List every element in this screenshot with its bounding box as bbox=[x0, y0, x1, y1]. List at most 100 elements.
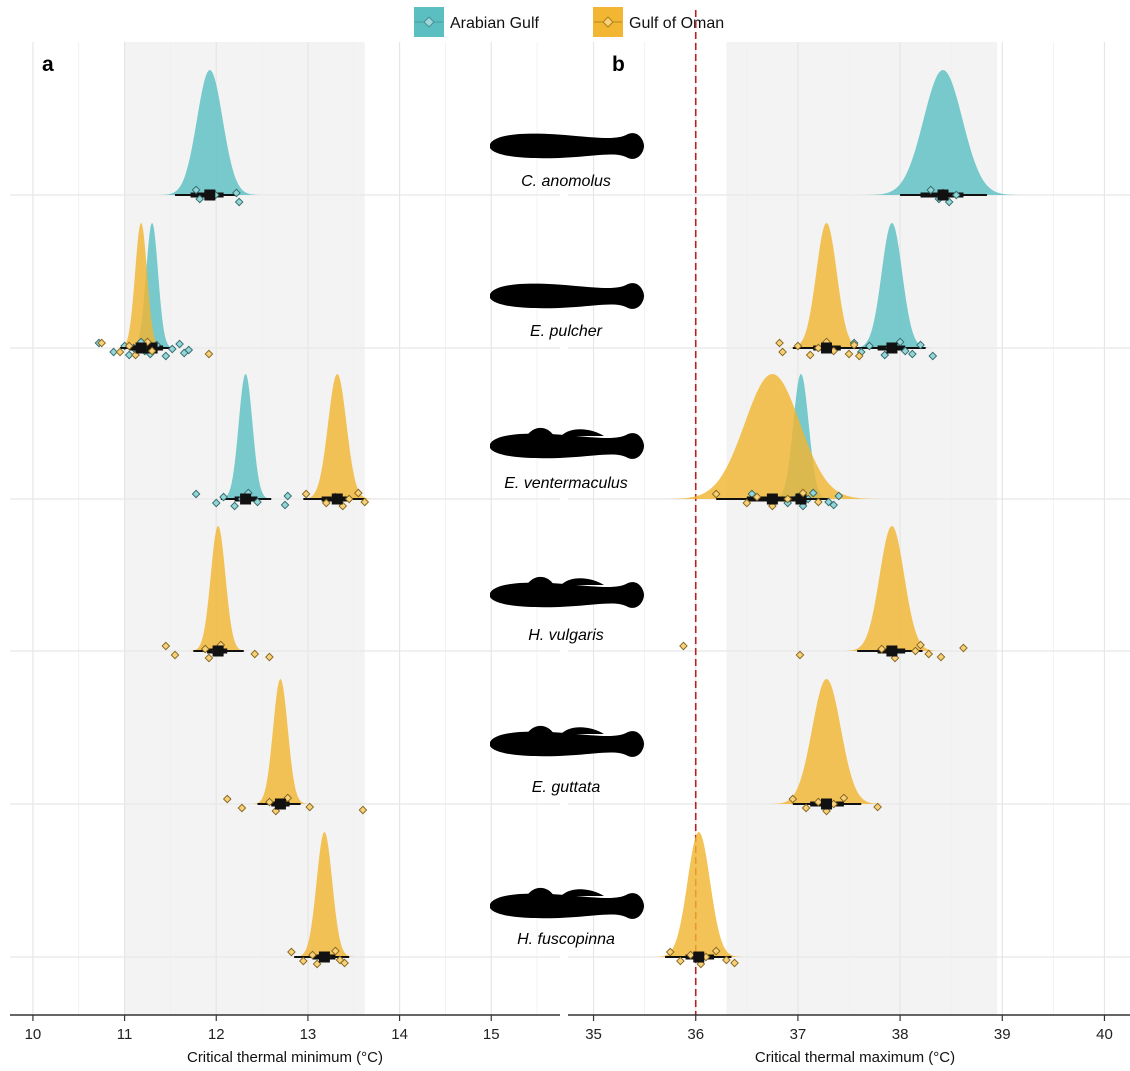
species-label-e-pulcher: E. pulcher bbox=[530, 323, 603, 340]
data-point-gulf-of-oman bbox=[854, 351, 864, 361]
data-point-gulf-of-oman bbox=[959, 643, 968, 653]
species-label-h-vulgaris: H. vulgaris bbox=[528, 627, 604, 644]
mean-marker-gulf-of-oman-h-vulgaris bbox=[886, 645, 898, 657]
data-point-arabian-gulf bbox=[191, 489, 201, 499]
data-point-gulf-of-oman bbox=[170, 650, 180, 660]
panel-letter-b: b bbox=[612, 53, 625, 76]
data-point-gulf-of-oman bbox=[287, 947, 296, 957]
mean-marker-gulf-of-oman-e-ventermaculus bbox=[331, 493, 343, 505]
data-point-gulf-of-oman bbox=[222, 794, 232, 804]
x-tick-label: 11 bbox=[117, 1026, 133, 1043]
data-point-gulf-of-oman bbox=[805, 350, 815, 360]
data-point-gulf-of-oman bbox=[814, 797, 823, 807]
density-ridge-gulf-of-oman-h-fuscopinna bbox=[651, 832, 747, 957]
data-point-arabian-gulf bbox=[211, 498, 221, 508]
data-point-arabian-gulf bbox=[916, 340, 925, 350]
data-point-gulf-of-oman bbox=[775, 338, 784, 348]
data-point-gulf-of-oman bbox=[778, 347, 787, 357]
data-point-gulf-of-oman bbox=[200, 644, 210, 654]
data-point-gulf-of-oman bbox=[877, 644, 887, 654]
species-label-e-ventermaculus: E. ventermaculus bbox=[504, 475, 628, 492]
data-point-gulf-of-oman bbox=[204, 349, 214, 359]
density-ridge-arabian-gulf-c-anomolus bbox=[155, 70, 264, 195]
data-point-gulf-of-oman bbox=[204, 653, 214, 663]
density-ridge-gulf-of-oman-e-ventermaculus bbox=[298, 374, 376, 499]
species-column: C. anomolus E. pulcher E. ventermaculus H. … bbox=[490, 133, 644, 948]
data-point-arabian-gulf bbox=[926, 185, 936, 195]
data-point-gulf-of-oman bbox=[795, 650, 805, 660]
data-point-arabian-gulf bbox=[865, 341, 874, 351]
mean-marker-gulf-of-oman-e-pulcher bbox=[135, 342, 147, 354]
fish-silhouette-icon-h-vulgaris bbox=[490, 576, 644, 608]
data-point-gulf-of-oman bbox=[97, 338, 106, 348]
x-axis-title-ctmax: Critical thermal maximum (°C) bbox=[755, 1049, 955, 1066]
density-ridge-gulf-of-oman-h-vulgaris bbox=[187, 526, 249, 651]
x-tick-label: 36 bbox=[687, 1026, 704, 1043]
x-tick-label: 35 bbox=[585, 1026, 602, 1043]
data-point-gulf-of-oman bbox=[340, 958, 349, 968]
data-point-gulf-of-oman bbox=[360, 497, 370, 507]
data-point-arabian-gulf bbox=[908, 349, 917, 359]
data-point-arabian-gulf bbox=[167, 344, 177, 354]
data-point-arabian-gulf bbox=[161, 351, 171, 361]
species-label-h-fuscopinna: H. fuscopinna bbox=[517, 931, 615, 948]
mean-marker-gulf-of-oman-e-pulcher bbox=[821, 342, 833, 354]
data-point-gulf-of-oman bbox=[679, 641, 688, 651]
x-axis-title-ctmin: Critical thermal minimum (°C) bbox=[187, 1049, 383, 1066]
data-point-arabian-gulf bbox=[747, 489, 757, 499]
x-tick-label: 14 bbox=[391, 1026, 408, 1043]
data-point-arabian-gulf bbox=[175, 339, 184, 349]
density-ridge-gulf-of-oman-e-guttata bbox=[766, 679, 887, 804]
data-point-gulf-of-oman bbox=[686, 950, 695, 960]
mean-marker-arabian-gulf-e-ventermaculus bbox=[240, 493, 252, 505]
legend-label-arabian-gulf: Arabian Gulf bbox=[450, 15, 539, 32]
data-point-gulf-of-oman bbox=[788, 794, 798, 804]
data-point-arabian-gulf bbox=[829, 500, 838, 510]
data-point-gulf-of-oman bbox=[665, 947, 675, 957]
mean-marker-arabian-gulf-c-anomolus bbox=[204, 189, 216, 201]
x-tick-label: 15 bbox=[483, 1026, 500, 1043]
data-point-arabian-gulf bbox=[124, 350, 134, 360]
mean-marker-gulf-of-oman-e-guttata bbox=[274, 798, 286, 810]
data-point-gulf-of-oman bbox=[305, 802, 315, 812]
fish-silhouette-icon-e-ventermaculus bbox=[490, 427, 644, 459]
data-point-gulf-of-oman bbox=[321, 498, 331, 508]
mean-marker-arabian-gulf-e-pulcher bbox=[886, 342, 898, 354]
data-point-arabian-gulf bbox=[195, 194, 205, 204]
density-ridge-gulf-of-oman-e-ventermaculus bbox=[656, 374, 889, 499]
density-ridge-gulf-of-oman-h-vulgaris bbox=[840, 526, 944, 651]
data-point-gulf-of-oman bbox=[711, 946, 721, 956]
data-point-gulf-of-oman bbox=[839, 793, 849, 803]
data-point-arabian-gulf bbox=[283, 491, 293, 501]
data-point-gulf-of-oman bbox=[115, 347, 125, 357]
mean-marker-gulf-of-oman-h-fuscopinna bbox=[693, 951, 705, 963]
data-point-arabian-gulf bbox=[253, 497, 262, 507]
data-point-gulf-of-oman bbox=[911, 646, 920, 656]
data-point-arabian-gulf bbox=[232, 188, 241, 198]
fish-silhouette-icon-c-anomolus bbox=[490, 133, 644, 159]
data-point-gulf-of-oman bbox=[814, 497, 823, 507]
data-point-gulf-of-oman bbox=[250, 649, 260, 659]
x-tick-label: 38 bbox=[892, 1026, 909, 1043]
data-point-arabian-gulf bbox=[900, 346, 910, 356]
data-point-arabian-gulf bbox=[280, 500, 290, 510]
mean-marker-gulf-of-oman-e-guttata bbox=[821, 798, 833, 810]
x-tick-label: 12 bbox=[208, 1026, 225, 1043]
density-ridge-gulf-of-oman-e-pulcher bbox=[783, 223, 870, 348]
mean-marker-gulf-of-oman-h-vulgaris bbox=[212, 645, 224, 657]
x-tick-label: 13 bbox=[300, 1026, 317, 1043]
fish-silhouette-icon-e-guttata bbox=[490, 725, 644, 757]
data-point-gulf-of-oman bbox=[299, 956, 308, 966]
density-ridge-arabian-gulf-e-ventermaculus bbox=[216, 374, 275, 499]
data-point-gulf-of-oman bbox=[124, 341, 134, 351]
data-point-gulf-of-oman bbox=[873, 802, 882, 812]
data-point-gulf-of-oman bbox=[722, 955, 731, 965]
panel-letter-a: a bbox=[42, 53, 54, 76]
density-ridge-arabian-gulf-e-pulcher bbox=[127, 223, 178, 348]
legend-key-icon-gulf-of-oman bbox=[594, 16, 622, 28]
x-tick-label: 10 bbox=[25, 1026, 42, 1043]
data-point-gulf-of-oman bbox=[331, 946, 340, 956]
x-tick-label: 40 bbox=[1096, 1026, 1113, 1043]
data-point-gulf-of-oman bbox=[793, 341, 803, 351]
